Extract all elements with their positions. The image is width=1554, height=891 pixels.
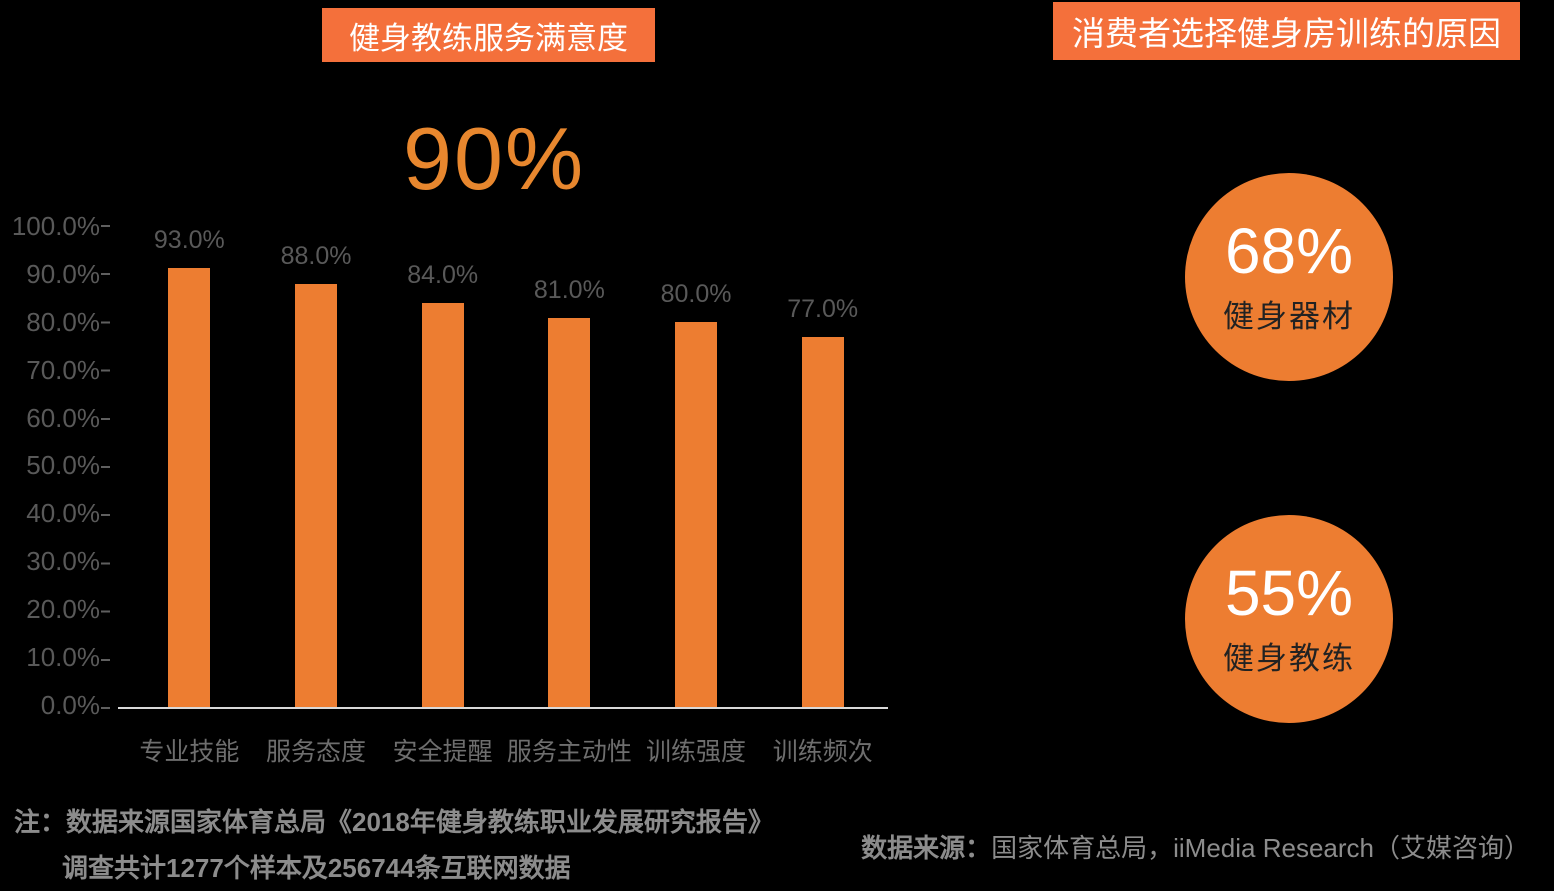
category-label: 训练强度 xyxy=(646,738,747,766)
footnote-line2: 调查共计1277个样本及256744条互联网数据 xyxy=(62,853,571,883)
bar xyxy=(421,303,464,708)
y-tick-label: 90.0% xyxy=(26,258,100,289)
reason-bubble-coach: 55% 健身教练 xyxy=(1185,515,1393,723)
bar-group-safety-reminder: 84.0% xyxy=(379,226,506,708)
bar-group-service-initiative: 81.0% xyxy=(506,226,633,708)
bar-value-label: 80.0% xyxy=(660,280,732,308)
x-axis-line xyxy=(118,707,888,709)
y-tick-label: 70.0% xyxy=(26,354,100,385)
bar-chart-title-badge: 健身教练服务满意度 xyxy=(322,8,655,62)
overall-satisfaction-highlight: 90% xyxy=(403,109,586,208)
y-tick-label: 0.0% xyxy=(40,689,100,720)
x-axis-category-labels: 专业技能 服务态度 安全提醒 服务主动性 训练强度 训练频次 xyxy=(126,732,886,768)
bar-group-training-intensity: 80.0% xyxy=(633,226,760,708)
bubble-chart-title-badge: 消费者选择健身房训练的原因 xyxy=(1053,2,1520,60)
bar-group-service-attitude: 88.0% xyxy=(253,226,380,708)
footnote-text1: 数据来源国家体育总局《2018年健身教练职业发展研究报告》 xyxy=(66,807,774,837)
bar xyxy=(801,337,844,708)
footnote-prefix: 注： xyxy=(14,807,67,837)
y-tick-label: 100.0% xyxy=(11,211,100,241)
y-axis-tick-labels: 100.0% 90.0% 80.0% 70.0% 60.0% 50.0% 40.… xyxy=(0,211,100,721)
y-tick-label: 10.0% xyxy=(26,642,100,673)
bubble-label: 健身器材 xyxy=(1223,298,1355,334)
bar-value-label: 84.0% xyxy=(407,261,479,289)
bar-value-label: 93.0% xyxy=(153,226,225,254)
category-label: 安全提醒 xyxy=(392,738,493,766)
y-axis-tick-marks xyxy=(101,225,110,711)
bar xyxy=(675,322,718,708)
bar-group-professional-skill: 93.0% xyxy=(126,226,253,708)
bar-value-label: 88.0% xyxy=(280,242,352,270)
category-label: 服务主动性 xyxy=(506,738,632,766)
y-tick-label: 50.0% xyxy=(26,450,100,481)
footnote: 注：数据来源国家体育总局《2018年健身教练职业发展研究报告》 调查共计1277… xyxy=(14,799,774,891)
y-tick-label: 30.0% xyxy=(26,546,100,577)
bar xyxy=(168,268,211,708)
y-tick-label: 80.0% xyxy=(26,306,100,337)
category-label: 训练频次 xyxy=(772,738,873,766)
bar-plot-area: 93.0% 88.0% 84.0% 81.0% 80.0% 77.0% xyxy=(126,226,886,708)
y-tick-label: 60.0% xyxy=(26,402,100,433)
data-source: 数据来源：国家体育总局，iiMedia Research（艾媒咨询） xyxy=(861,828,1530,865)
bubble-label: 健身教练 xyxy=(1223,640,1355,676)
category-label: 专业技能 xyxy=(139,738,240,766)
bar xyxy=(548,318,591,708)
bubble-percentage: 68% xyxy=(1224,215,1354,288)
footnote-line1: 注：数据来源国家体育总局《2018年健身教练职业发展研究报告》 xyxy=(14,799,774,845)
source-prefix: 数据来源： xyxy=(861,833,992,863)
bar-value-label: 77.0% xyxy=(787,295,859,323)
bar-value-label: 81.0% xyxy=(533,276,605,304)
source-text: 国家体育总局，iiMedia Research（艾媒咨询） xyxy=(991,833,1530,863)
y-tick-label: 20.0% xyxy=(26,594,100,625)
category-label: 服务态度 xyxy=(266,738,367,766)
y-tick-label: 40.0% xyxy=(26,498,100,529)
bubble-percentage: 55% xyxy=(1224,557,1354,630)
reason-bubble-equipment: 68% 健身器材 xyxy=(1185,173,1393,381)
bar-group-training-frequency: 77.0% xyxy=(759,226,886,708)
bar xyxy=(295,284,337,708)
